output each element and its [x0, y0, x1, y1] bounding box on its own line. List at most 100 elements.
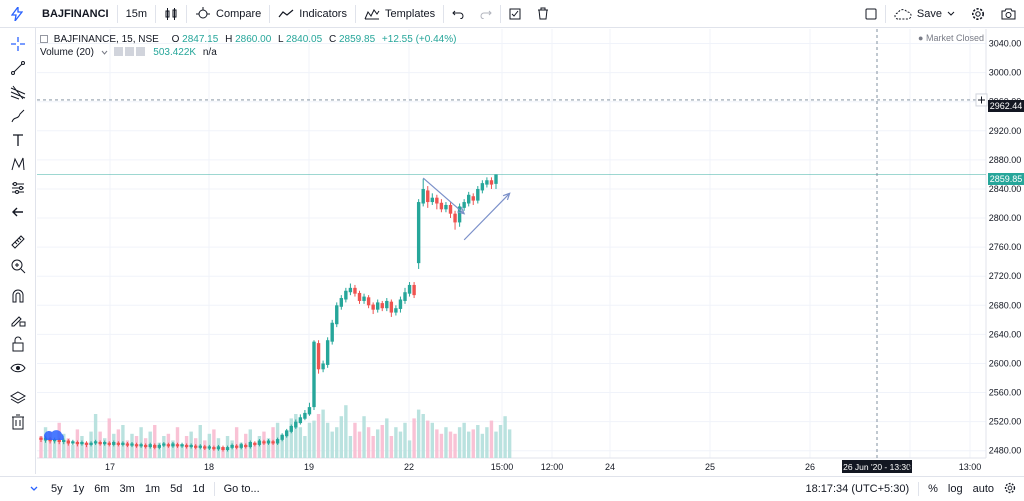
candle-body — [262, 441, 266, 444]
object-tree-button[interactable] — [3, 386, 33, 410]
time-tick-label: 15:00 — [491, 462, 514, 472]
checkbox-icon — [509, 8, 521, 19]
snapshot-button[interactable] — [501, 0, 529, 28]
volume-bar — [448, 431, 453, 458]
save-label: Save — [916, 8, 942, 20]
chevron-down-icon — [947, 11, 955, 16]
goto-button[interactable]: Go to... — [223, 482, 260, 495]
lightning-icon — [11, 6, 23, 21]
symbol-search[interactable]: BAJFINANCI — [42, 7, 109, 20]
compare-button[interactable]: Compare — [187, 0, 269, 28]
low-value: 2840.05 — [286, 34, 323, 45]
close-icon[interactable] — [136, 47, 146, 56]
candle-body — [89, 442, 93, 445]
percent-toggle[interactable]: % — [928, 483, 938, 495]
clock[interactable]: 18:17:34 (UTC+5:30) — [805, 483, 910, 495]
volume-bar — [471, 429, 475, 458]
range-5y[interactable]: 5y — [51, 482, 63, 495]
templates-button[interactable]: Templates — [356, 0, 443, 28]
price-tick-label: 2560.00 — [989, 388, 1022, 398]
camera-button[interactable] — [993, 0, 1024, 28]
candle-body — [153, 444, 157, 448]
range-1m[interactable]: 1m — [144, 482, 161, 495]
candle-body — [298, 417, 303, 424]
remove-drawings-button[interactable] — [3, 410, 33, 434]
volume-bar — [407, 440, 412, 458]
volume-bar — [435, 429, 439, 458]
brush-tool[interactable] — [3, 104, 33, 128]
time-tick-label: 18 — [204, 462, 214, 472]
volume-bar — [380, 425, 384, 458]
candle-body — [312, 341, 316, 408]
fib-tool[interactable] — [3, 80, 33, 104]
gear-icon — [972, 8, 984, 20]
price-tick-label: 2880.00 — [989, 155, 1022, 165]
indicators-button[interactable]: Indicators — [270, 0, 355, 28]
gear-icon[interactable] — [125, 47, 135, 56]
candle-body — [426, 190, 430, 203]
candle-body — [471, 196, 475, 201]
time-tick-label: 22 — [404, 462, 414, 472]
pattern-tool[interactable] — [3, 152, 33, 176]
candle-body — [171, 443, 175, 447]
range-1d[interactable]: 1d — [192, 482, 205, 495]
range-6m[interactable]: 6m — [94, 482, 110, 495]
chart-settings-button[interactable] — [999, 482, 1024, 497]
volume-bar — [180, 444, 184, 458]
candle-body — [453, 213, 457, 223]
settings-button[interactable] — [963, 0, 993, 28]
volume-bar — [371, 436, 375, 458]
interval-button[interactable]: 15m — [125, 7, 148, 20]
volume-bar — [303, 436, 307, 458]
bottom-toolbar: 5y 1y 6m 3m 1m 5d 1d Go to... 18:17:34 (… — [0, 476, 1024, 500]
lock-tool[interactable] — [3, 332, 33, 356]
magnet-icon — [12, 289, 23, 303]
prediction-tool[interactable] — [3, 176, 33, 200]
chart-type-button[interactable] — [156, 0, 186, 28]
volume-bar — [157, 442, 161, 458]
text-tool[interactable] — [3, 128, 33, 152]
undo-button[interactable] — [444, 0, 472, 28]
candle-body — [239, 444, 243, 448]
volume-bar — [421, 414, 425, 458]
divider — [918, 482, 920, 496]
layout-button[interactable] — [857, 0, 885, 28]
redo-button[interactable] — [472, 0, 500, 28]
time-tick-label: 7 — [907, 462, 912, 472]
calendar-toggle[interactable] — [0, 483, 46, 495]
hide-toolbar-button[interactable] — [3, 200, 33, 224]
visibility-tool[interactable] — [3, 356, 33, 380]
volume-bar — [298, 427, 303, 458]
crosshair-tool[interactable] — [3, 32, 33, 56]
log-toggle[interactable]: log — [947, 483, 963, 495]
candle-body — [116, 442, 121, 445]
crosshair-time-label-bg — [842, 460, 912, 473]
delete-button[interactable] — [529, 0, 557, 28]
tradingview-logo[interactable] — [0, 0, 34, 28]
range-5d[interactable]: 5d — [170, 482, 183, 495]
open-key: O — [171, 34, 180, 45]
time-tick-label: 24 — [605, 462, 615, 472]
auto-toggle[interactable]: auto — [972, 483, 994, 495]
volume-bar — [398, 431, 403, 458]
candle-body — [462, 202, 466, 208]
candle-body — [143, 444, 148, 448]
zoom-tool[interactable] — [3, 254, 33, 278]
price-tick-label: 2640.00 — [989, 329, 1022, 339]
volume-bar — [353, 422, 357, 458]
stay-drawing-tool[interactable] — [3, 308, 33, 332]
trend-line-tool[interactable] — [3, 56, 33, 80]
collapse-icon[interactable] — [40, 35, 48, 43]
eye-icon[interactable] — [114, 47, 124, 56]
chevron-down-icon[interactable] — [101, 50, 108, 55]
candle-body — [285, 430, 289, 437]
range-3m[interactable]: 3m — [119, 482, 135, 495]
volume-bar — [507, 429, 512, 458]
volume-legend: Volume (20) 503.422K n/a — [40, 46, 456, 59]
save-button[interactable]: Save — [886, 0, 963, 28]
redo-icon — [480, 10, 492, 19]
magnet-tool[interactable] — [3, 284, 33, 308]
measure-tool[interactable] — [3, 230, 33, 254]
range-1y[interactable]: 1y — [72, 482, 85, 495]
